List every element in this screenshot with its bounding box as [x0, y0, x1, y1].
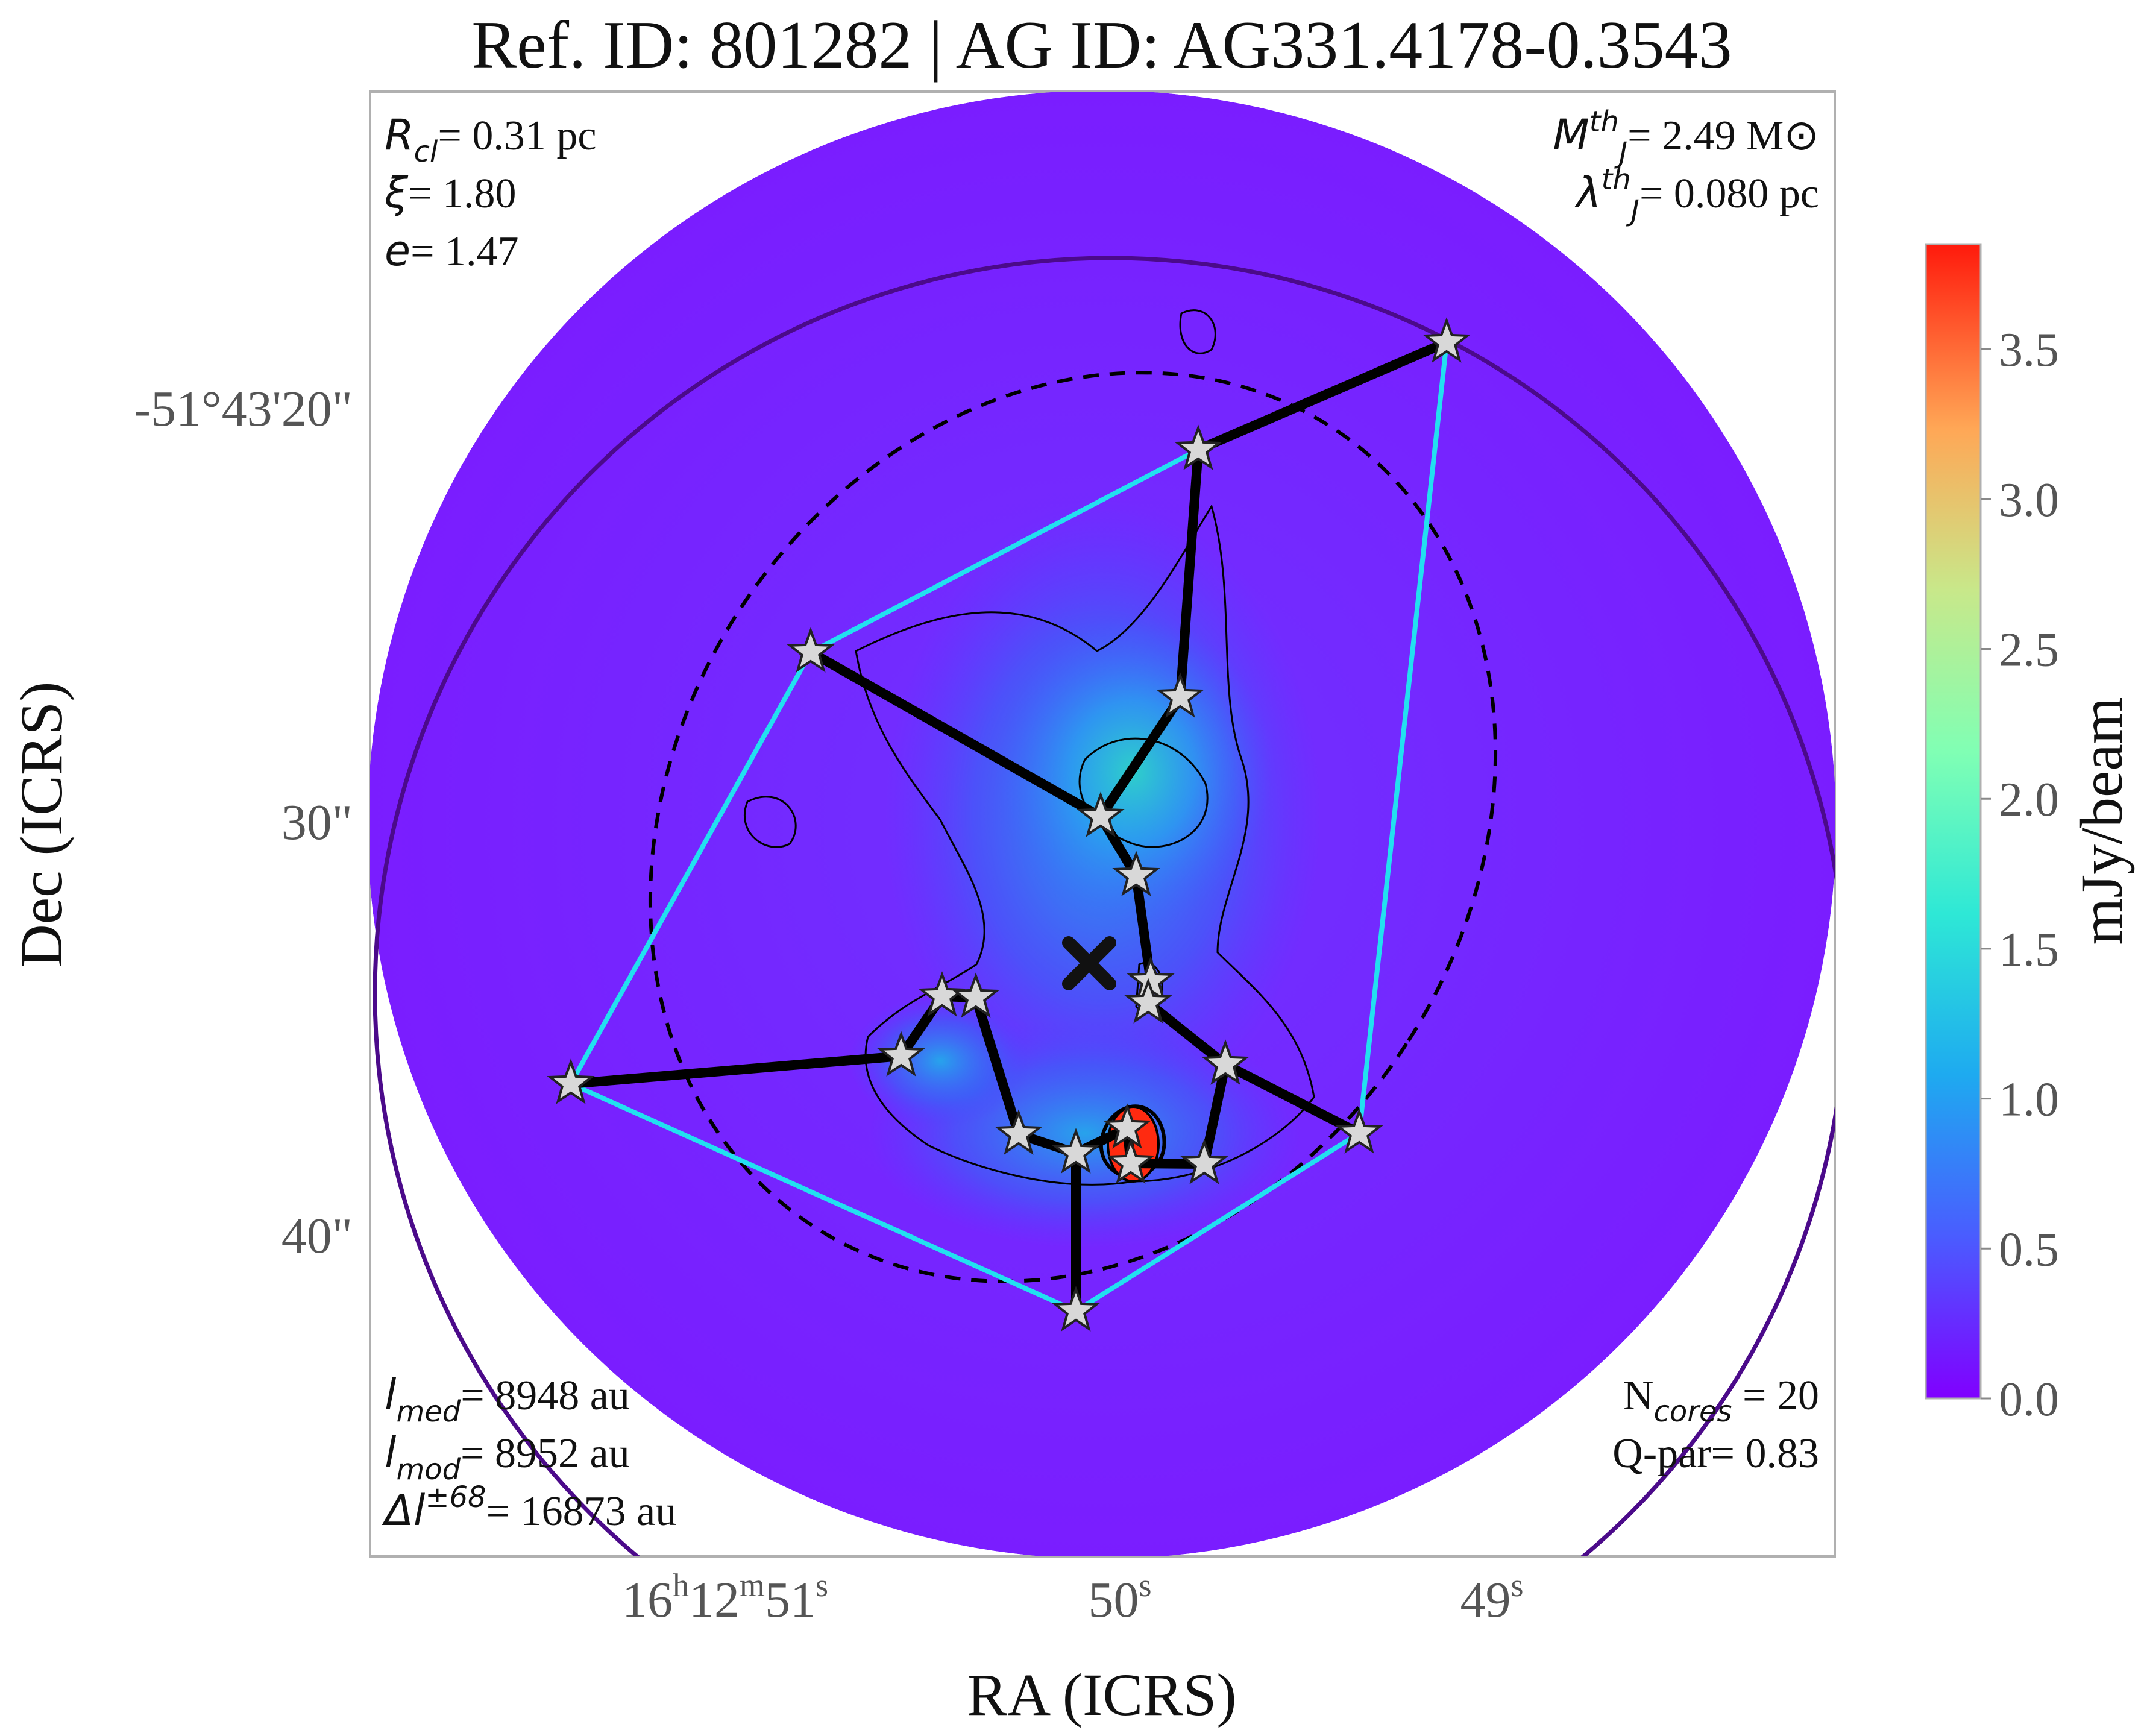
mst-edge	[1096, 693, 1185, 822]
mst-edge	[566, 1051, 906, 1089]
colorbar-tick-label: 0.5	[1999, 1223, 2059, 1276]
core-star-marker	[1052, 1286, 1100, 1332]
centroid-x-marker	[1062, 936, 1116, 990]
core-star-marker	[1156, 672, 1204, 718]
core-star-marker	[1335, 1108, 1383, 1154]
core-star-marker	[918, 971, 966, 1017]
annotation-text: Δl±68= 16873 au	[382, 1480, 676, 1535]
core-star-marker	[547, 1058, 595, 1104]
colorbar-tick-label: 0.0	[1999, 1373, 2059, 1426]
colorbar	[1925, 243, 1982, 1400]
colorbar-tick-label: 1.0	[1999, 1074, 2059, 1127]
annotation-top-right: MthJ= 2.49 M⊙λthJ= 0.080 pc	[1553, 105, 1819, 228]
annotation-text: lmod= 8952 au	[385, 1428, 630, 1486]
mst-edge	[1175, 445, 1203, 702]
core-star-marker	[1112, 851, 1160, 896]
colorbar-tick-label: 1.5	[1999, 923, 2059, 976]
cores	[547, 317, 1471, 1332]
core-star-marker	[1103, 1103, 1151, 1149]
mst-edge	[806, 647, 1105, 822]
core-star-marker	[1124, 978, 1172, 1024]
mst-edge	[1199, 1060, 1230, 1169]
annotation-bottom-right: Ncores = 20Q-par= 0.83	[1612, 1373, 1819, 1477]
annotation-text: MthJ= 2.49 M⊙	[1553, 105, 1819, 170]
colorbar-tick-label: 3.5	[1999, 324, 2059, 377]
annotation-text: Ncores = 20	[1623, 1373, 1819, 1429]
centroid-marker	[1062, 936, 1116, 990]
annotation-text: lmed= 8948 au	[385, 1370, 630, 1429]
core-star-marker	[1107, 1138, 1155, 1184]
colorbar-tick-label: 3.0	[1999, 474, 2059, 527]
outer-circle	[373, 256, 1835, 1556]
core-star-marker	[995, 1109, 1043, 1155]
fit-ellipse	[648, 371, 1498, 1283]
x-axis-label: RA (ICRS)	[967, 1661, 1236, 1728]
mst-edge	[971, 993, 1023, 1139]
core-star-marker	[1422, 317, 1471, 363]
chart-title: Ref. ID: 801282 | AG ID: AG331.4178-0.35…	[471, 8, 1732, 83]
colorbar-tick-label: 2.5	[1999, 623, 2059, 676]
colorbar-ticks: 0.0 0.5 1.0 1.5 2.0 2.5 3.0 3.5	[1981, 324, 2059, 1426]
core-star-marker	[877, 1031, 925, 1077]
annotation-top-left: Rcl= 0.31 pcξ= 1.80 e= 1.47	[384, 110, 596, 275]
colorbar-label: mJy/beam	[2068, 697, 2135, 945]
annotation-text: ξ= 1.80	[384, 168, 517, 218]
mst-edge	[1221, 1060, 1364, 1138]
annotation-text: Rcl= 0.31 pc	[385, 110, 596, 169]
core-star-marker	[1201, 1039, 1250, 1085]
core-star-marker	[1180, 1139, 1228, 1184]
y-tick-label: 40"	[281, 1208, 353, 1264]
core-star-marker	[1077, 791, 1125, 837]
x-tick-label: 16h12m51s	[622, 1567, 828, 1628]
colorbar-tick-label: 2.0	[1999, 773, 2059, 826]
core-star-marker	[952, 972, 1000, 1018]
mst-edge	[1193, 338, 1451, 454]
core-star-marker	[1052, 1128, 1100, 1174]
y-tick-label: -51°43'20"	[134, 381, 353, 437]
mst-edge	[1143, 998, 1230, 1069]
x-tick-label: 50s	[1088, 1567, 1151, 1628]
x-tick-label: 49s	[1460, 1567, 1523, 1628]
annotation-text: Q-par= 0.83	[1612, 1430, 1819, 1477]
annotation-text: λthJ= 0.080 pc	[1574, 163, 1819, 228]
core-star-marker	[1174, 424, 1222, 470]
annotation-text: e= 1.47	[385, 226, 519, 275]
y-tick-label: 30"	[281, 794, 353, 851]
y-axis-label: Dec (ICRS)	[8, 682, 75, 968]
core-star-marker	[787, 627, 835, 673]
x-ticks: 16h12m51s 50s 49s	[622, 1567, 1524, 1628]
